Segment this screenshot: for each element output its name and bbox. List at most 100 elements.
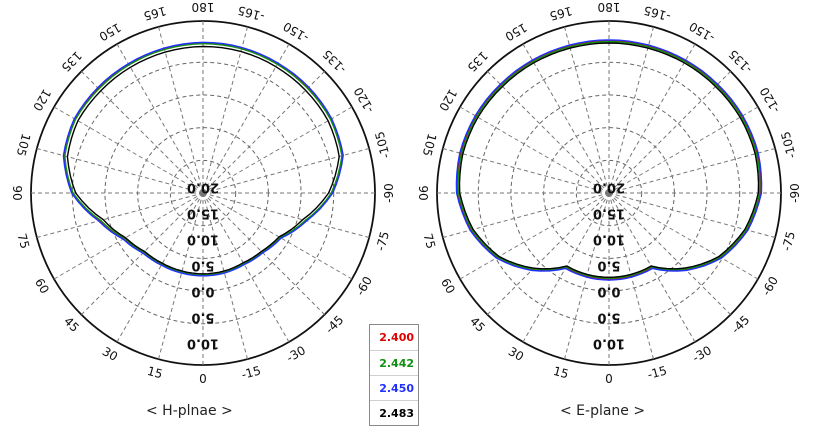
angle-tick-label: 45 bbox=[61, 314, 82, 335]
radial-tick-label: 5.0 bbox=[597, 258, 620, 273]
grid-spoke bbox=[202, 26, 248, 194]
radial-tick-label: 5.0 bbox=[597, 310, 620, 325]
angle-tick-label: -120 bbox=[757, 85, 783, 116]
angle-tick-label: -60 bbox=[759, 274, 781, 298]
grid-spoke bbox=[202, 192, 290, 343]
angle-tick-label: 165 bbox=[142, 4, 168, 23]
angle-tick-label: 105 bbox=[14, 132, 33, 158]
series-2483-line bbox=[66, 45, 340, 275]
angle-tick-label: 0 bbox=[605, 372, 613, 386]
angle-tick-label: 60 bbox=[32, 276, 52, 296]
grid-spoke bbox=[158, 192, 204, 360]
angle-tick-label: 0 bbox=[199, 372, 207, 386]
angle-tick-label: 90 bbox=[416, 185, 430, 200]
grid-spoke bbox=[202, 192, 370, 238]
angle-tick-label: -150 bbox=[687, 19, 718, 45]
grid-spoke bbox=[202, 43, 290, 194]
grid-spoke bbox=[608, 26, 654, 194]
grid-spoke bbox=[442, 148, 610, 194]
angle-tick-label: -15 bbox=[240, 363, 263, 382]
grid-spoke bbox=[459, 106, 610, 194]
radial-tick-label: 0.0 bbox=[191, 284, 214, 299]
angle-tick-label: 60 bbox=[438, 276, 458, 296]
radial-tick-label: 10.0 bbox=[593, 336, 625, 351]
grid-spoke bbox=[608, 148, 776, 194]
angle-tick-label: 180 bbox=[598, 0, 621, 14]
angle-tick-label: 90 bbox=[10, 185, 24, 200]
grid-spoke bbox=[202, 192, 353, 280]
radial-tick-label: 0.0 bbox=[597, 284, 620, 299]
series-2450-line bbox=[62, 41, 344, 277]
radial-tick-label: 5.0 bbox=[191, 310, 214, 325]
grid-spoke bbox=[202, 106, 353, 194]
grid-spoke bbox=[202, 192, 325, 315]
angle-tick-label: -165 bbox=[642, 3, 672, 24]
angle-tick-label: 15 bbox=[552, 364, 570, 381]
angle-tick-label: -15 bbox=[646, 363, 669, 382]
grid-spoke bbox=[81, 71, 204, 194]
grid-spoke bbox=[608, 43, 696, 194]
legend-item-2450: 2.450 bbox=[370, 375, 418, 400]
angle-tick-label: 120 bbox=[30, 87, 54, 114]
angle-tick-label: 120 bbox=[436, 87, 460, 114]
series-2483-line bbox=[458, 42, 760, 279]
radial-tick-label: 15.0 bbox=[593, 206, 625, 221]
radial-tick-label: 15.0 bbox=[187, 206, 219, 221]
grid-spoke bbox=[459, 192, 610, 280]
radial-tick-label: 20.0 bbox=[187, 180, 219, 195]
angle-tick-label: -75 bbox=[779, 230, 798, 253]
angle-tick-label: 30 bbox=[506, 344, 526, 364]
angle-tick-label: -75 bbox=[373, 230, 392, 253]
grid-ring bbox=[169, 159, 237, 227]
grid-ring bbox=[575, 159, 643, 227]
angle-tick-label: 135 bbox=[58, 48, 84, 74]
angle-tick-label: -45 bbox=[729, 313, 753, 337]
angle-tick-label: 150 bbox=[97, 20, 124, 44]
grid-spoke bbox=[608, 106, 759, 194]
grid-spoke bbox=[116, 192, 204, 343]
angle-tick-label: 75 bbox=[15, 232, 32, 250]
series-2450-line bbox=[455, 39, 763, 281]
angle-tick-label: -45 bbox=[323, 313, 347, 337]
angle-tick-label: -150 bbox=[281, 19, 312, 45]
grid-spoke bbox=[202, 71, 325, 194]
radial-tick-label: 10.0 bbox=[187, 232, 219, 247]
angle-tick-label: -30 bbox=[690, 343, 714, 365]
angle-tick-label: 75 bbox=[421, 232, 438, 250]
grid-spoke bbox=[522, 43, 610, 194]
series-2442-line bbox=[457, 40, 761, 280]
grid-spoke bbox=[81, 192, 204, 315]
angle-tick-label: 30 bbox=[100, 344, 120, 364]
legend: 2.400 2.442 2.450 2.483 bbox=[369, 324, 419, 426]
grid-spoke bbox=[487, 192, 610, 315]
grid-spoke bbox=[36, 192, 204, 238]
legend-item-2442: 2.442 bbox=[370, 350, 418, 375]
grid-spoke bbox=[608, 192, 731, 315]
angle-tick-label: 135 bbox=[464, 48, 490, 74]
angle-tick-label: 15 bbox=[146, 364, 164, 381]
grid-spoke bbox=[608, 192, 759, 280]
angle-tick-label: -60 bbox=[353, 274, 375, 298]
radial-tick-label: 5.0 bbox=[191, 258, 214, 273]
angle-tick-label: -120 bbox=[351, 85, 377, 116]
angle-tick-label: -90 bbox=[382, 183, 396, 203]
grid-ring bbox=[71, 61, 335, 325]
grid-ring bbox=[477, 61, 741, 325]
angle-tick-label: -105 bbox=[778, 130, 799, 160]
radial-tick-label: 10.0 bbox=[187, 336, 219, 351]
grid-spoke bbox=[608, 71, 731, 194]
angle-tick-label: 105 bbox=[420, 132, 439, 158]
angle-tick-label: -30 bbox=[284, 343, 308, 365]
grid-spoke bbox=[53, 192, 204, 280]
grid-spoke bbox=[564, 26, 610, 194]
legend-item-2483: 2.483 bbox=[370, 400, 418, 425]
angle-tick-label: -105 bbox=[372, 130, 393, 160]
angle-tick-label: 180 bbox=[192, 0, 215, 14]
grid-spoke bbox=[116, 43, 204, 194]
angle-tick-label: 150 bbox=[503, 20, 530, 44]
grid-spoke bbox=[202, 192, 248, 360]
radial-tick-label: 20.0 bbox=[593, 180, 625, 195]
